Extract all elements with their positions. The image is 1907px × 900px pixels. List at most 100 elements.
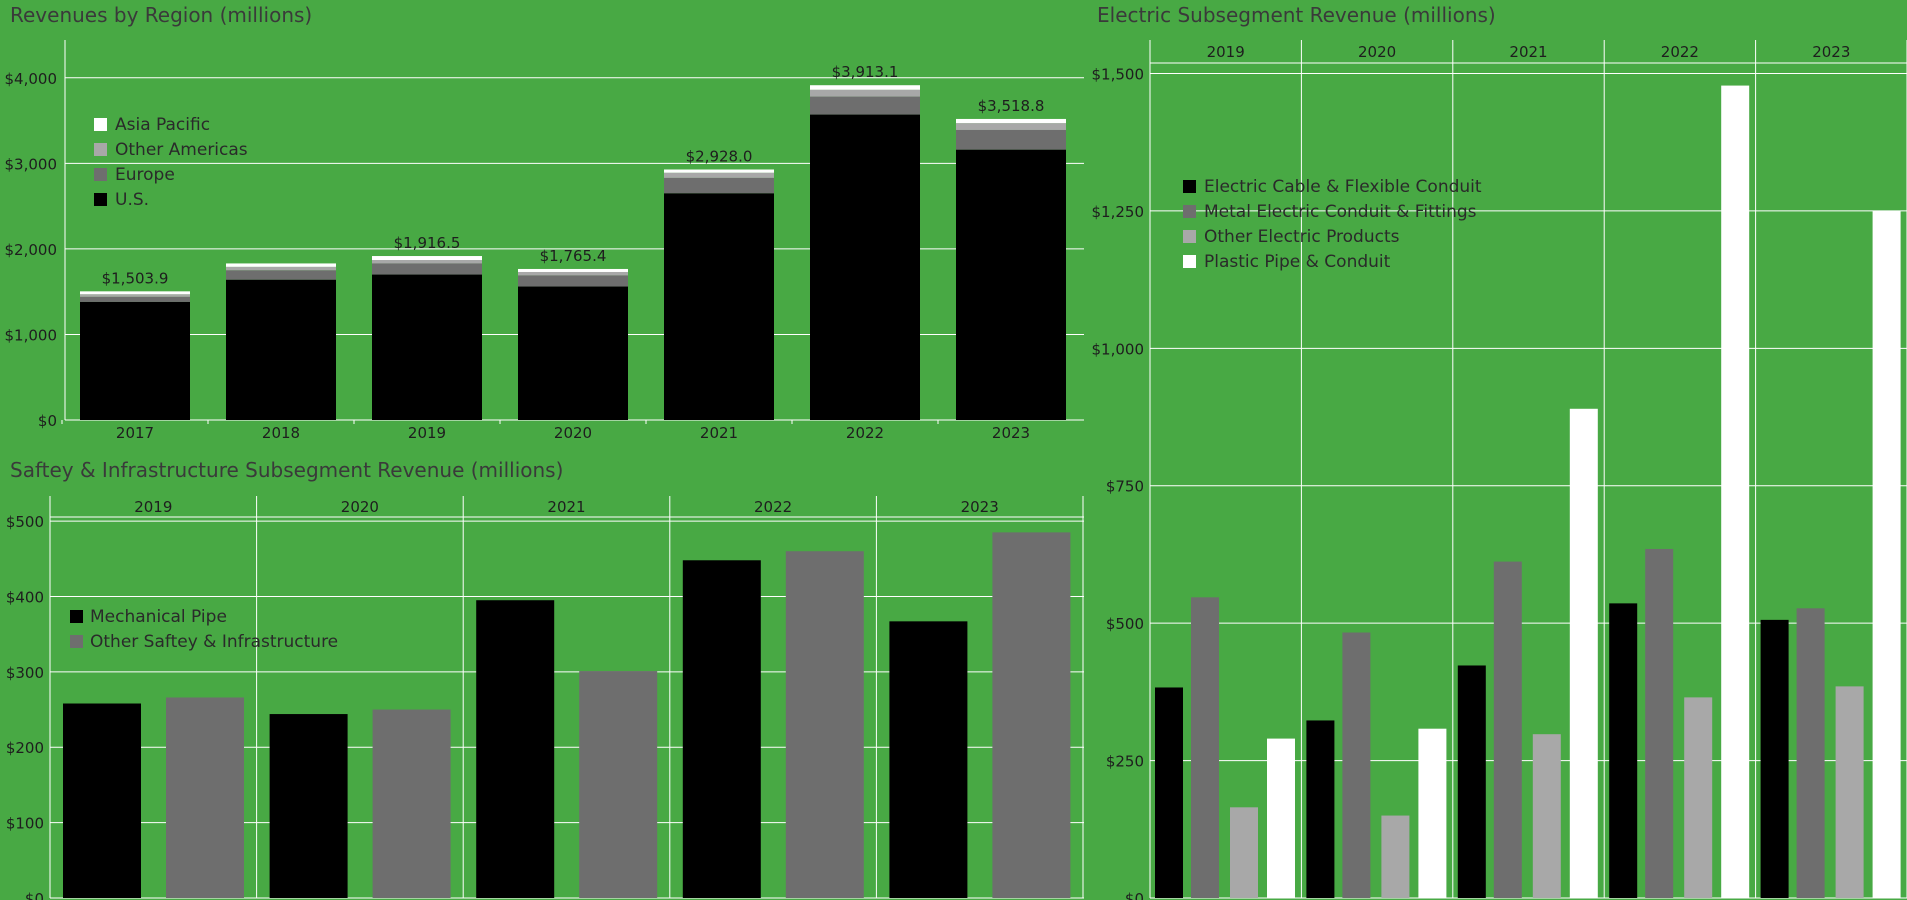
region-bar-segment <box>518 286 628 420</box>
region-bar-segment <box>80 294 190 297</box>
region-bar-segment <box>372 263 482 275</box>
region-y-tick-label: $0 <box>38 412 57 430</box>
electric-column-header: 2023 <box>1812 43 1850 61</box>
electric-bar <box>1721 85 1750 899</box>
electric-bar <box>1609 603 1638 898</box>
region-x-tick-label: 2021 <box>700 424 738 442</box>
safety-legend-label: Other Saftey & Infrastructure <box>90 632 338 652</box>
region-bar-segment <box>80 291 190 295</box>
region-bar-segment <box>956 129 1066 150</box>
safety-bar <box>372 709 451 898</box>
electric-legend-swatch <box>1183 255 1196 268</box>
electric-bar <box>1306 720 1335 898</box>
electric-y-tick-label: $1,000 <box>1092 340 1145 358</box>
electric-y-tick-label: $0 <box>1125 890 1144 900</box>
region-bar-segment <box>956 123 1066 130</box>
safety-bar <box>889 621 968 898</box>
region-legend-label: Other Americas <box>115 140 248 160</box>
region-bar-segment <box>226 270 336 280</box>
region-bar-segment <box>80 301 190 420</box>
electric-y-tick-label: $250 <box>1106 753 1144 771</box>
region-bar-segment <box>664 172 774 178</box>
region-total-label: $3,913.1 <box>832 63 899 81</box>
safety-bar <box>476 600 555 898</box>
region-legend-swatch <box>94 168 107 181</box>
region-x-tick-label: 2019 <box>408 424 446 442</box>
region-bar-segment <box>518 271 628 276</box>
region-bar-segment <box>518 268 628 272</box>
region-bar-segment <box>226 266 336 271</box>
electric-legend-label: Metal Electric Conduit & Fittings <box>1204 202 1477 222</box>
region-legend-swatch <box>94 118 107 131</box>
electric-chart-title: Electric Subsegment Revenue (millions) <box>1097 3 1496 27</box>
safety-bar <box>992 532 1071 898</box>
region-bar-segment <box>664 169 774 173</box>
region-bar-segment <box>226 263 336 267</box>
safety-y-tick-label: $200 <box>6 739 44 757</box>
safety-bar <box>785 551 864 898</box>
electric-bar <box>1381 815 1410 898</box>
electric-bar <box>1645 548 1674 898</box>
region-total-label: $1,503.9 <box>102 269 169 287</box>
region-total-label: $3,518.8 <box>978 97 1045 115</box>
safety-y-tick-label: $500 <box>6 513 44 531</box>
region-bar-segment <box>956 149 1066 420</box>
safety-legend-label: Mechanical Pipe <box>90 607 227 627</box>
region-bar-segment <box>810 114 920 421</box>
region-legend-swatch <box>94 193 107 206</box>
region-bar-segment <box>226 279 336 420</box>
safety-y-tick-label: $0 <box>25 890 44 900</box>
electric-y-tick-label: $1,500 <box>1092 65 1145 83</box>
region-total-label: $1,765.4 <box>540 247 607 265</box>
region-total-label: $1,916.5 <box>394 234 461 252</box>
region-x-tick-label: 2022 <box>846 424 884 442</box>
electric-bar <box>1760 619 1789 898</box>
electric-y-tick-label: $750 <box>1106 478 1144 496</box>
safety-column-header: 2023 <box>961 498 999 516</box>
region-bar-segment <box>372 274 482 420</box>
electric-bar <box>1796 608 1825 898</box>
region-y-tick-label: $2,000 <box>5 241 58 259</box>
region-bar-segment <box>518 275 628 287</box>
safety-y-tick-label: $100 <box>6 815 44 833</box>
electric-column-header: 2020 <box>1358 43 1396 61</box>
safety-bar <box>269 714 348 898</box>
electric-bar <box>1457 665 1486 898</box>
electric-legend-swatch <box>1183 230 1196 243</box>
region-bar-segment <box>372 260 482 264</box>
safety-chart-title: Saftey & Infrastructure Subsegment Reven… <box>10 458 564 482</box>
region-legend-swatch <box>94 143 107 156</box>
electric-column-header: 2019 <box>1207 43 1245 61</box>
safety-y-tick-label: $400 <box>6 588 44 606</box>
region-x-tick-label: 2023 <box>992 424 1030 442</box>
electric-bar <box>1267 738 1295 898</box>
safety-bar <box>166 697 244 898</box>
electric-column-header: 2022 <box>1661 43 1699 61</box>
region-bar-segment <box>80 296 190 302</box>
region-bar-segment <box>956 118 1066 124</box>
region-chart-title: Revenues by Region (millions) <box>10 3 313 27</box>
region-bar-segment <box>664 193 774 420</box>
region-total-label: $2,928.0 <box>686 147 753 165</box>
safety-column-header: 2020 <box>341 498 379 516</box>
safety-legend-swatch <box>70 610 83 623</box>
safety-column-header: 2022 <box>754 498 792 516</box>
electric-bar <box>1684 697 1713 898</box>
region-bar-segment <box>810 96 920 115</box>
electric-bar <box>1342 632 1371 898</box>
region-bar-segment <box>810 89 920 97</box>
electric-legend-label: Electric Cable & Flexible Conduit <box>1204 177 1482 197</box>
electric-bar <box>1872 210 1901 899</box>
electric-legend-swatch <box>1183 205 1196 218</box>
region-bar-segment <box>664 177 774 194</box>
region-y-tick-label: $4,000 <box>5 70 58 88</box>
electric-bar <box>1493 561 1522 898</box>
safety-column-header: 2019 <box>134 498 172 516</box>
region-legend-label: Asia Pacific <box>115 115 210 135</box>
region-y-tick-label: $3,000 <box>5 155 58 173</box>
electric-legend-swatch <box>1183 180 1196 193</box>
region-bar-segment <box>372 256 482 261</box>
electric-bar <box>1569 408 1598 898</box>
safety-bar <box>63 703 141 898</box>
